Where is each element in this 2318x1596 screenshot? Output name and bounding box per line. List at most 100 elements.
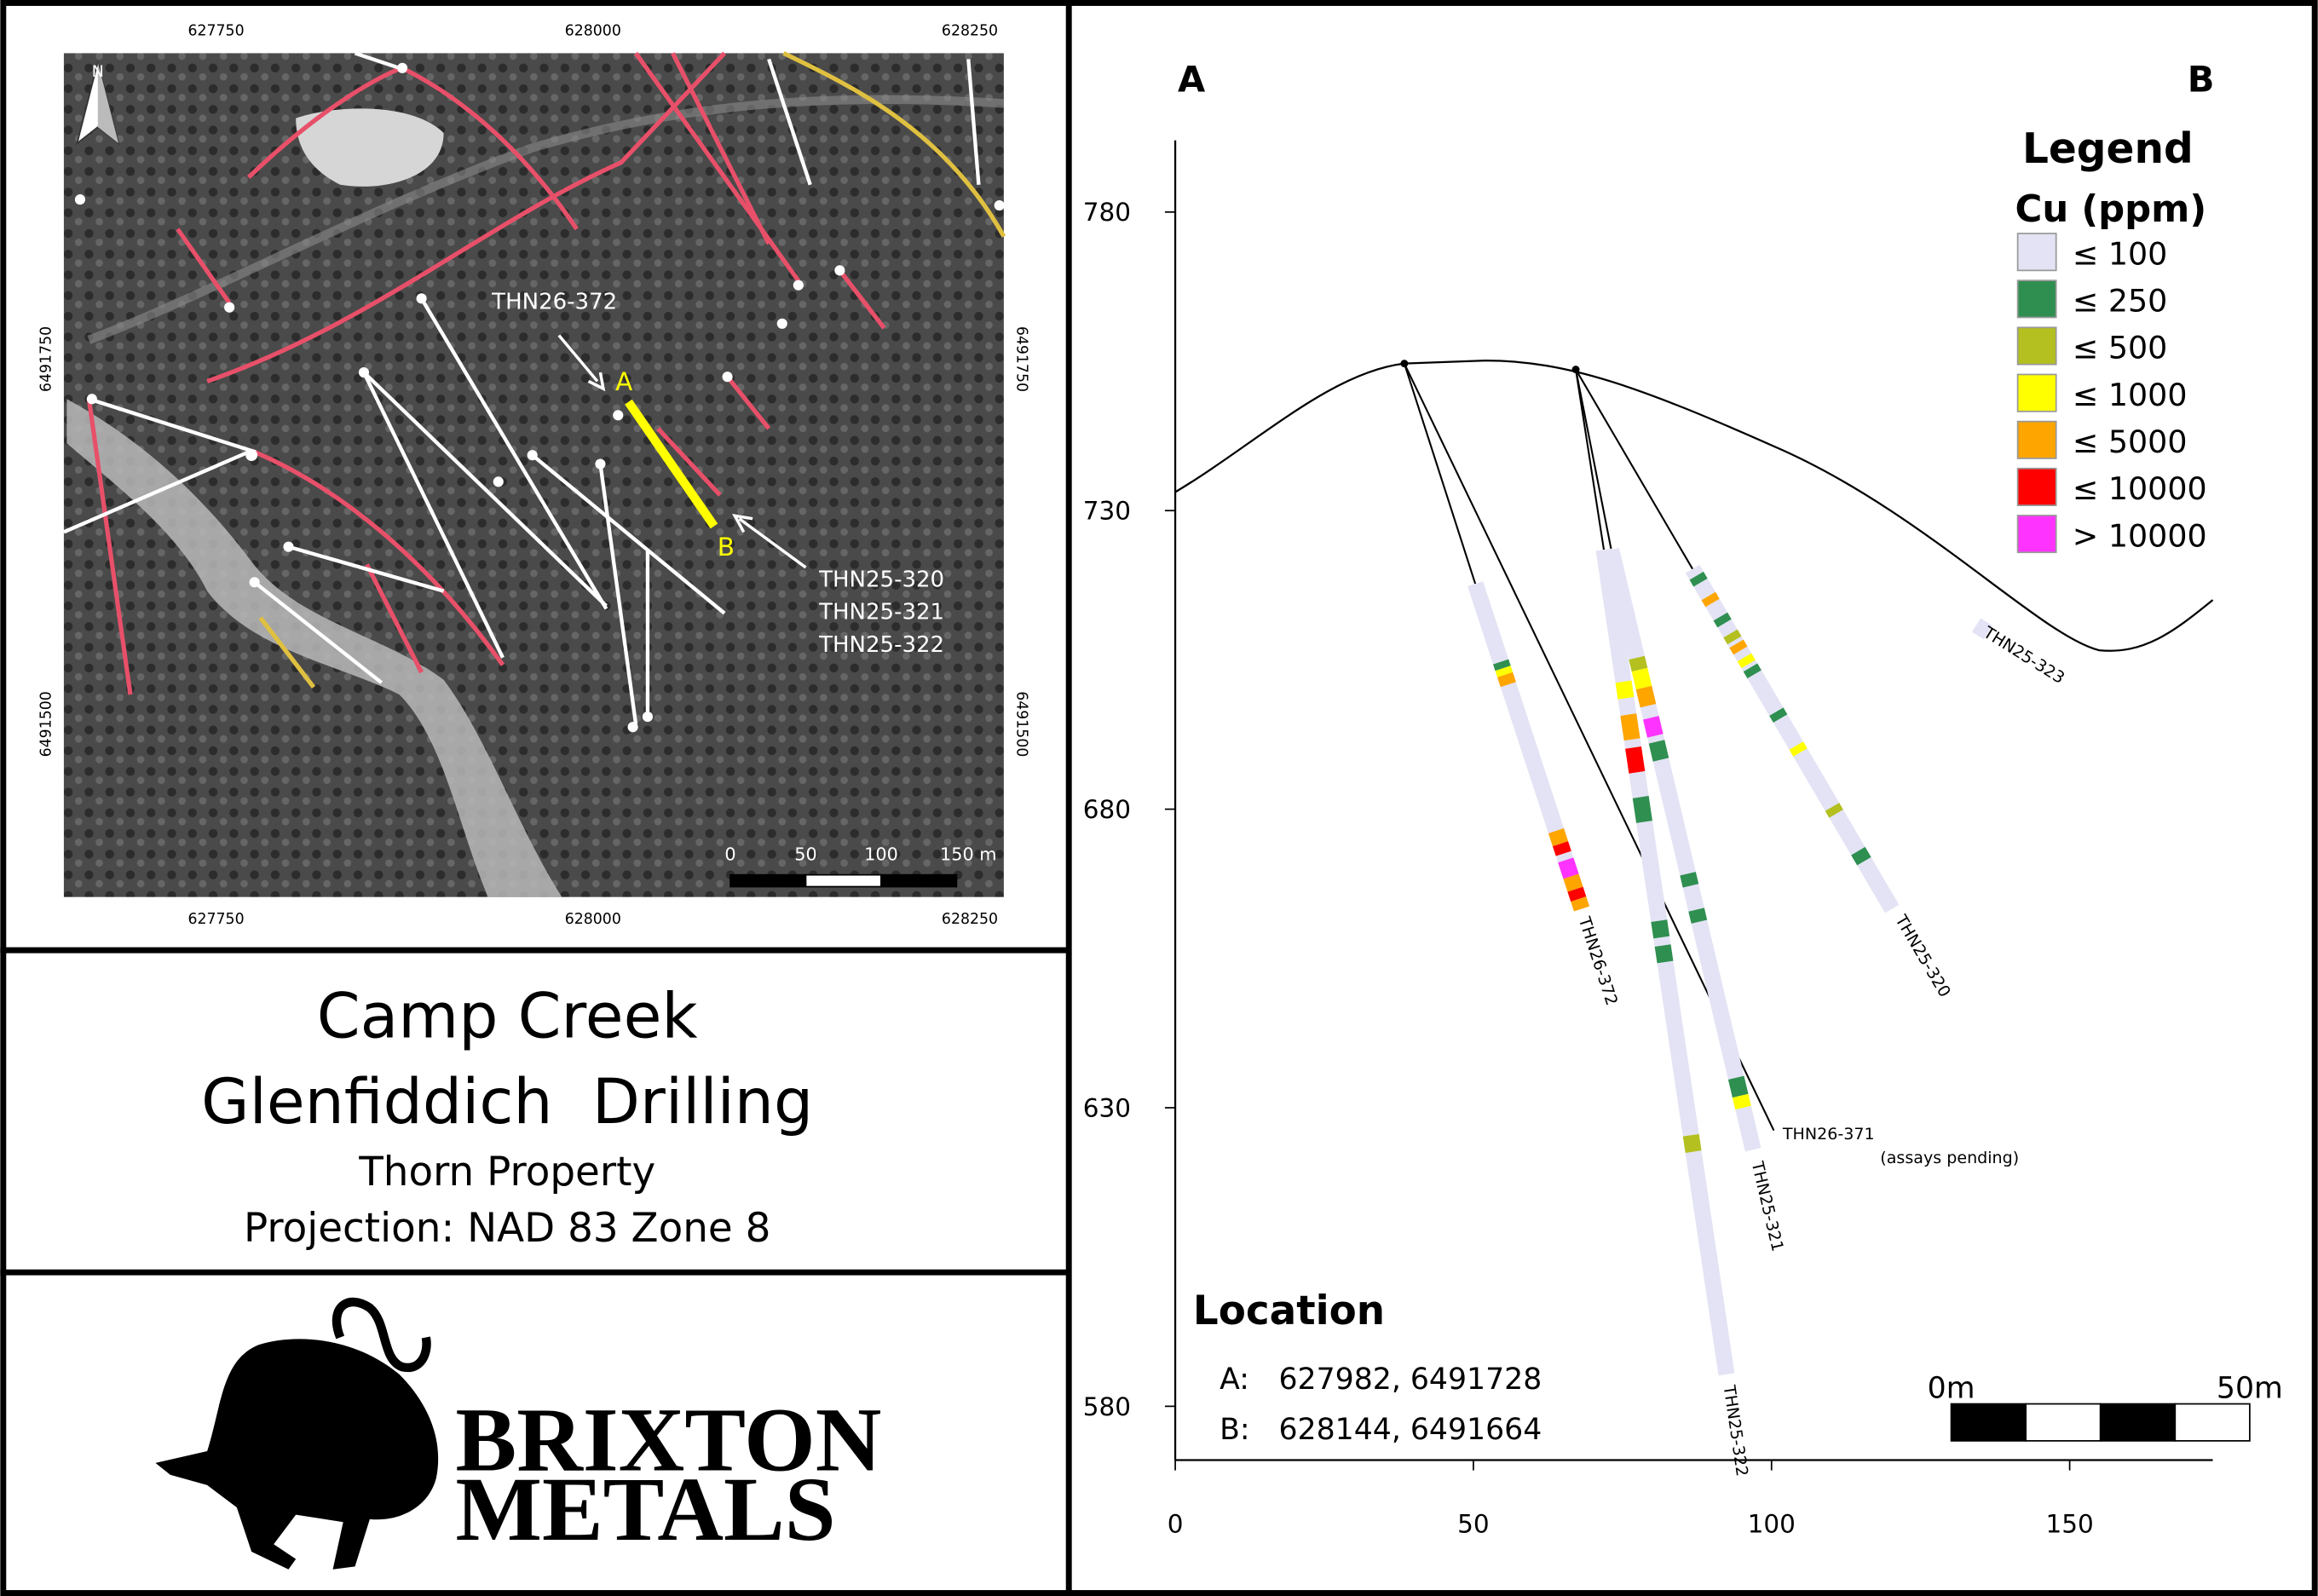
scale-bar <box>2099 1403 2177 1442</box>
hole-label: THN26-372 <box>1574 913 1621 1007</box>
assay-interval <box>1571 896 1590 912</box>
legend-swatch <box>2016 326 2057 366</box>
assay-interval <box>1629 655 1648 672</box>
legend-label: ≤ 100 <box>2073 235 2168 272</box>
map-x-label: 628250 <box>942 911 998 928</box>
legend-swatch <box>2016 420 2057 459</box>
title: Camp Creek <box>317 980 698 1052</box>
scale-label: 150 m <box>940 844 997 864</box>
assay-interval <box>1552 841 1571 856</box>
assay-interval <box>1851 846 1871 866</box>
assay-interval <box>1689 571 1708 587</box>
scale-bar <box>2025 1403 2102 1442</box>
section-end: B <box>2188 59 2215 101</box>
assay-interval <box>1680 872 1699 888</box>
trace <box>838 268 886 330</box>
trace <box>671 52 771 245</box>
map-x-label: 627750 <box>187 911 244 928</box>
title: Glenfiddich Drilling <box>201 1066 813 1138</box>
subtitle: Projection: NAD 83 Zone 8 <box>244 1206 770 1252</box>
assay-interval <box>1729 639 1748 655</box>
trace <box>782 51 1006 238</box>
location-coords: 627982, 6491728 <box>1278 1363 1542 1397</box>
scale-bar <box>880 873 958 888</box>
trace <box>206 51 727 383</box>
map-x-label: 628250 <box>942 23 998 40</box>
assay-interval <box>1723 629 1742 645</box>
trace <box>598 464 638 725</box>
assay-interval <box>1615 680 1635 700</box>
trace <box>656 427 722 497</box>
callout-arrow <box>557 334 606 392</box>
collars <box>74 62 1005 733</box>
hole-trace <box>1603 547 1762 1152</box>
drill-traces <box>86 51 1006 695</box>
assay-interval <box>1625 746 1646 774</box>
map: A B THN26-372 THN25-320 THN25-321 THN25-… <box>37 23 1029 928</box>
clearing <box>296 108 444 187</box>
point-label: A <box>615 367 632 396</box>
point-label: B <box>718 533 735 562</box>
callout-label: THN25-322 <box>818 632 944 658</box>
location-title: Location <box>1193 1288 1385 1334</box>
map-x-label: 627750 <box>187 23 244 40</box>
legend-label: > 10000 <box>2073 517 2207 554</box>
assay-interval <box>1495 665 1514 677</box>
legend-swatch <box>2016 279 2057 319</box>
assay-interval <box>1825 803 1843 818</box>
assay-interval <box>1631 667 1652 690</box>
scale-label: 0 <box>724 844 735 864</box>
trace <box>767 58 812 186</box>
legend-swatch <box>2016 373 2057 412</box>
y-tick-label: 630 <box>1083 1093 1131 1122</box>
topography <box>1174 360 2214 652</box>
callout-label: THN26-372 <box>491 289 617 314</box>
north-label: N <box>92 62 104 81</box>
assay-interval <box>1789 741 1808 757</box>
x-tick-label: 50 <box>1457 1509 1490 1538</box>
x-tick-label: 150 <box>2045 1509 2093 1538</box>
trace <box>362 372 505 659</box>
assay-interval <box>1654 944 1674 964</box>
assay-interval <box>1732 1093 1751 1110</box>
hole-label: THN25-320 <box>1891 911 1954 1000</box>
assay-interval <box>1648 740 1669 762</box>
logo-text: BRIXTON <box>455 1390 881 1491</box>
map-y-label: 6491500 <box>37 691 55 757</box>
trace <box>354 51 401 70</box>
location-label: B: <box>1220 1413 1249 1447</box>
section-line <box>625 399 718 529</box>
creek <box>66 399 562 897</box>
location-coords: 628144, 6491664 <box>1278 1413 1542 1447</box>
trace <box>251 448 505 666</box>
legend-label: ≤ 1000 <box>2073 377 2188 413</box>
legend-subtitle: Cu (ppm) <box>2015 188 2207 231</box>
y-tick-label: 780 <box>1083 198 1131 227</box>
legend-swatch <box>2016 467 2057 506</box>
assay-interval <box>1701 591 1720 608</box>
assay-interval <box>1713 612 1732 628</box>
assay-interval <box>1727 1075 1749 1098</box>
map-x-label: 628000 <box>565 23 621 40</box>
collar <box>1400 360 1409 367</box>
y-tick-label: 730 <box>1083 497 1131 526</box>
assay-interval <box>1688 907 1708 924</box>
y-tick-label: 580 <box>1083 1392 1131 1421</box>
map-y-label: 6491750 <box>37 326 55 392</box>
section-end: A <box>1178 59 1205 101</box>
legend-swatch <box>2016 233 2057 272</box>
assay-interval <box>1632 796 1652 823</box>
scale-bar <box>804 873 882 888</box>
pending-note: (assays pending) <box>1880 1149 2019 1167</box>
legend-label: ≤ 10000 <box>2073 470 2207 507</box>
scale-bar <box>729 873 807 888</box>
y-tick-label: 680 <box>1083 795 1131 824</box>
assay-interval <box>1743 663 1762 679</box>
subtitle: Thorn Property <box>358 1149 655 1196</box>
assay-interval <box>1558 857 1579 879</box>
trace <box>966 59 981 185</box>
hole-collar-line <box>1403 363 1477 585</box>
assay-interval <box>1682 1133 1702 1153</box>
